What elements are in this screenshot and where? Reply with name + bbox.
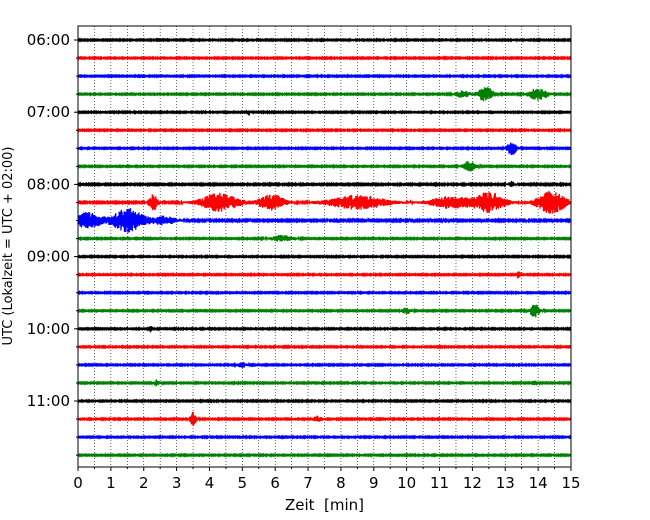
- y-tick-label: 10:00: [27, 320, 70, 338]
- trace-line-1000: [77, 325, 572, 333]
- y-tick-label: 07:00: [27, 103, 70, 121]
- trace-line-0945: [77, 304, 572, 318]
- trace-line-0630: [77, 73, 572, 79]
- x-tick-label: 11: [430, 474, 449, 492]
- trace-line-0715: [77, 127, 572, 134]
- trace-line-1045: [77, 379, 572, 387]
- y-axis-ticks: 06:00 07:00 08:00 09:00 10:00 11:00: [27, 31, 78, 456]
- trace-line-0845: [77, 234, 572, 242]
- trace-line-0745: [77, 161, 572, 172]
- trace-line-0700: [77, 109, 572, 116]
- trace-line-0600: [77, 37, 572, 43]
- x-tick-label: 14: [529, 474, 548, 492]
- y-tick-label: 11:00: [27, 392, 70, 410]
- trace-line-0645: [77, 87, 572, 102]
- y-axis-title: UTC (Lokalzeit = UTC + 02:00): [1, 147, 16, 346]
- trace-line-1015: [77, 344, 572, 350]
- x-tick-label: 5: [238, 474, 248, 492]
- trace-line-0915: [77, 271, 572, 279]
- x-tick-label: 9: [369, 474, 379, 492]
- trace-line-0830: [77, 208, 572, 233]
- x-tick-label: 13: [496, 474, 515, 492]
- x-tick-label: 7: [303, 474, 313, 492]
- trace-line-1115: [77, 411, 572, 426]
- x-tick-label: 1: [106, 474, 116, 492]
- trace-line-1030: [77, 361, 572, 368]
- trace-line-0800: [77, 180, 572, 188]
- y-tick-label: 08:00: [27, 175, 70, 193]
- x-tick-label: 8: [336, 474, 346, 492]
- trace-line-0815: [77, 191, 572, 214]
- trace-line-1145: [77, 452, 572, 458]
- y-tick-label: 06:00: [27, 31, 70, 49]
- x-tick-label: 4: [205, 474, 215, 492]
- x-tick-label: 6: [270, 474, 280, 492]
- x-tick-label: 0: [73, 474, 83, 492]
- x-tick-label: 3: [172, 474, 182, 492]
- x-axis-ticks: 0 1 2 3 4 5 6 7 8 9 10 11 12 13 14 15: [73, 467, 581, 492]
- trace-line-0930: [77, 289, 572, 296]
- x-tick-label: 15: [561, 474, 580, 492]
- trace-line-0615: [77, 55, 572, 61]
- trace-line-1130: [77, 434, 572, 440]
- trace-line-0730: [77, 142, 572, 156]
- x-axis-title: Zeit [min]: [285, 496, 364, 514]
- x-tick-label: 2: [139, 474, 149, 492]
- x-tick-label: 10: [397, 474, 416, 492]
- trace-line-1100: [77, 398, 572, 404]
- seismic-traces: [77, 37, 572, 458]
- y-tick-label: 09:00: [27, 248, 70, 266]
- trace-line-0900: [77, 253, 572, 260]
- x-tick-label: 12: [463, 474, 482, 492]
